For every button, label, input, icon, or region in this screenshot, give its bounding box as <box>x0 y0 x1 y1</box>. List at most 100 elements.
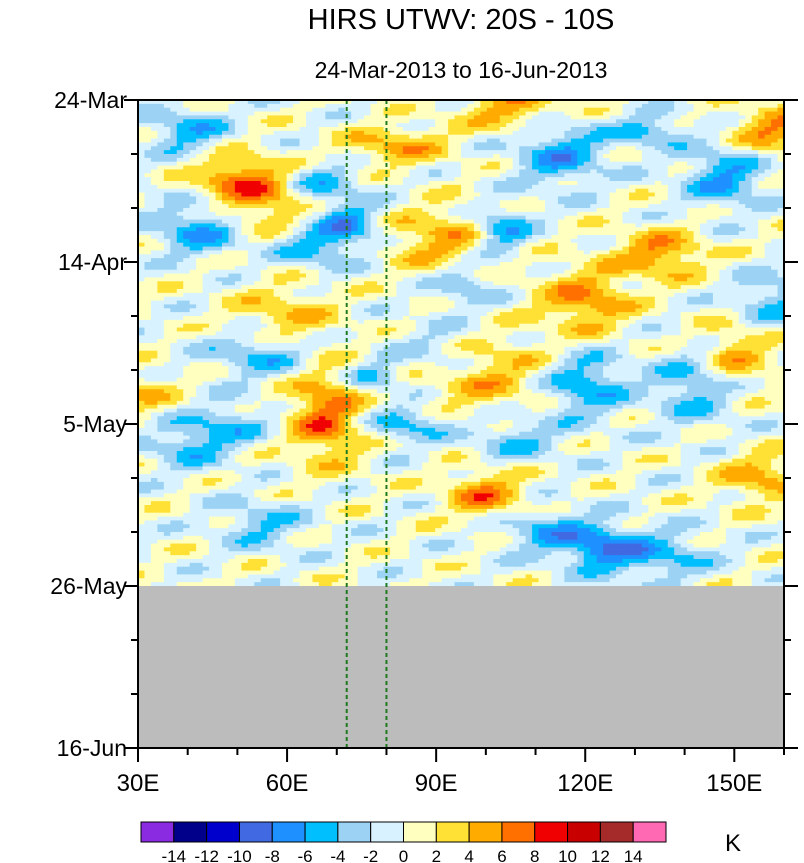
heatmap-cell <box>758 211 766 217</box>
heatmap-cell <box>435 215 443 221</box>
heatmap-cell <box>719 289 727 294</box>
heatmap-cell <box>486 181 494 186</box>
heatmap-cell <box>415 181 423 186</box>
heatmap-cell <box>499 146 507 151</box>
heatmap-cell <box>286 200 294 205</box>
heatmap-cell <box>667 188 675 194</box>
heatmap-cell <box>364 277 372 282</box>
heatmap-cell <box>247 254 255 259</box>
heatmap-cell <box>687 161 695 167</box>
heatmap-cell <box>473 238 481 244</box>
heatmap-cell <box>357 119 365 124</box>
heatmap-cell <box>486 100 494 105</box>
heatmap-cell <box>377 223 385 228</box>
heatmap-cell <box>512 157 520 163</box>
heatmap-cell <box>738 188 746 194</box>
heatmap-cell <box>396 173 404 178</box>
heatmap-cell <box>564 285 572 290</box>
heatmap-cell <box>454 115 462 120</box>
heatmap-cell <box>635 281 643 286</box>
heatmap-cell <box>331 196 339 201</box>
heatmap-cell <box>435 235 443 240</box>
heatmap-cell <box>280 269 288 275</box>
heatmap-cell <box>512 123 520 128</box>
heatmap-cell <box>215 123 223 128</box>
heatmap-cell <box>706 184 714 190</box>
heatmap-cell <box>293 208 301 213</box>
heatmap-cell <box>454 107 462 113</box>
heatmap-cell <box>532 211 540 217</box>
heatmap-cell <box>486 208 494 213</box>
heatmap-cell <box>461 177 469 182</box>
heatmap-cell <box>454 173 462 178</box>
heatmap-cell <box>506 184 514 190</box>
heatmap-cell <box>357 204 365 209</box>
heatmap-cell <box>628 231 637 236</box>
heatmap-cell <box>564 169 572 174</box>
heatmap-cell <box>454 169 462 174</box>
heatmap-cell <box>706 130 714 136</box>
heatmap-cell <box>183 262 191 267</box>
heatmap-cell <box>622 123 630 128</box>
heatmap-cell <box>525 150 533 155</box>
heatmap-cell <box>519 269 527 275</box>
heatmap-cell <box>596 161 604 167</box>
heatmap-cell <box>448 254 456 259</box>
heatmap-cell <box>138 165 146 171</box>
heatmap-cell <box>170 223 178 228</box>
heatmap-cell <box>364 130 372 136</box>
heatmap-cell <box>441 150 449 155</box>
heatmap-cell <box>286 119 294 124</box>
heatmap-cell <box>234 119 242 124</box>
heatmap-cell <box>603 196 611 201</box>
heatmap-cell <box>467 273 475 279</box>
heatmap-cell <box>467 246 475 252</box>
heatmap-cell <box>519 231 527 236</box>
heatmap-cell <box>583 173 591 178</box>
heatmap-cell <box>687 219 695 225</box>
heatmap-cell <box>144 211 152 217</box>
heatmap-cell <box>267 127 275 132</box>
heatmap-cell <box>441 269 449 275</box>
heatmap-cell <box>687 100 695 105</box>
heatmap-cell <box>648 281 656 286</box>
heatmap-cell <box>771 200 779 205</box>
heatmap-cell <box>603 273 611 279</box>
heatmap-cell <box>170 211 178 217</box>
heatmap-cell <box>738 142 746 147</box>
heatmap-cell <box>751 177 759 182</box>
heatmap-cell <box>344 146 352 151</box>
heatmap-cell <box>435 273 443 279</box>
heatmap-cell <box>519 142 527 147</box>
heatmap-cell <box>196 289 204 294</box>
heatmap-cell <box>325 127 333 132</box>
heatmap-cell <box>351 258 359 263</box>
heatmap-cell <box>609 169 617 174</box>
heatmap-cell <box>532 223 540 228</box>
heatmap-cell <box>461 235 469 240</box>
heatmap-cell <box>273 181 281 186</box>
heatmap-cell <box>241 138 249 144</box>
heatmap-cell <box>435 269 443 275</box>
heatmap-cell <box>273 223 281 228</box>
heatmap-cell <box>428 123 436 128</box>
heatmap-cell <box>512 273 520 279</box>
heatmap-cell <box>293 150 301 155</box>
heatmap-cell <box>377 161 385 167</box>
heatmap-cell <box>512 277 520 282</box>
heatmap-cell <box>241 165 249 171</box>
heatmap-cell <box>564 211 572 217</box>
heatmap-cell <box>234 130 242 136</box>
heatmap-cell <box>725 157 733 163</box>
heatmap-cell <box>583 215 591 221</box>
heatmap-cell <box>138 231 146 236</box>
heatmap-cell <box>506 242 514 248</box>
heatmap-cell <box>777 215 784 221</box>
heatmap-cell <box>196 142 204 147</box>
heatmap-cell <box>700 200 708 205</box>
heatmap-cell <box>544 119 553 124</box>
heatmap-cell <box>661 173 669 178</box>
heatmap-cell <box>777 115 784 120</box>
heatmap-cell <box>396 181 404 186</box>
heatmap-cell <box>209 196 217 201</box>
